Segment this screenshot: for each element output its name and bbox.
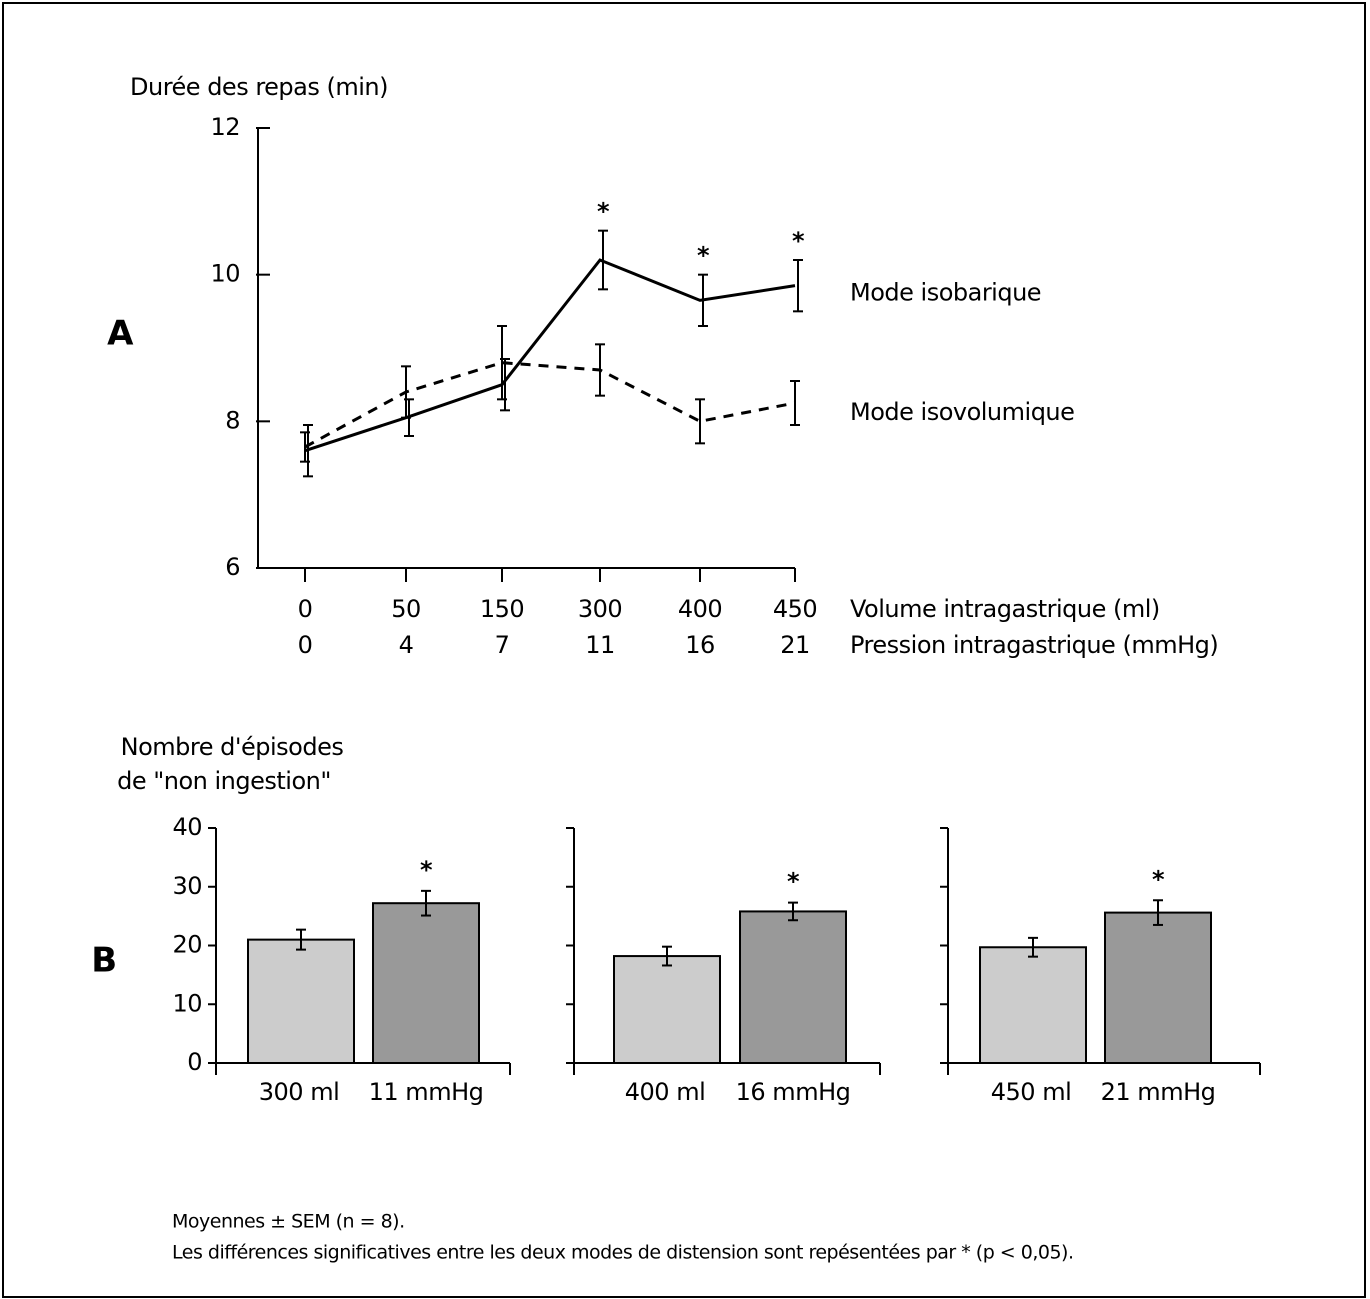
note: Moyennes ± SEM (n = 8). xyxy=(172,1211,405,1233)
bar xyxy=(372,902,480,1065)
series-line xyxy=(304,361,796,449)
bar xyxy=(247,938,355,1064)
note: Les différences significatives entre les… xyxy=(172,1242,1074,1264)
panel-label: B xyxy=(91,941,116,981)
bar xyxy=(979,946,1087,1065)
x-tick-label: 400 ml xyxy=(625,1078,705,1106)
x-tick-label: 150 xyxy=(480,595,524,623)
y-tick-label: 6 xyxy=(225,553,240,581)
x-tick-label: 16 mmHg xyxy=(736,1078,851,1106)
x-tick-label: 21 mmHg xyxy=(1101,1078,1216,1106)
y-tick-label: 30 xyxy=(172,872,202,900)
x-tick-label: 450 ml xyxy=(991,1078,1071,1106)
x-axis-title: Volume intragastrique (ml) xyxy=(850,595,1160,623)
x-tick-label-2: 0 xyxy=(298,631,313,659)
x-tick-label: 450 xyxy=(773,595,817,623)
x-tick-label-2: 7 xyxy=(495,631,510,659)
x-tick-label-2: 16 xyxy=(685,631,715,659)
x-tick-label-2: 4 xyxy=(399,631,414,659)
x-axis-title: Pression intragastrique (mmHg) xyxy=(850,631,1218,659)
y-tick-label: 12 xyxy=(210,113,240,141)
bar xyxy=(1104,911,1212,1064)
x-tick-label: 0 xyxy=(298,595,313,623)
x-tick-label: 11 mmHg xyxy=(369,1078,484,1106)
significance-marker: * xyxy=(792,227,805,255)
y-axis-title: Durée des repas (min) xyxy=(130,73,388,101)
x-tick-label: 300 xyxy=(578,595,622,623)
y-tick-label: 10 xyxy=(172,989,202,1017)
y-tick-label: 20 xyxy=(172,931,202,959)
x-tick-label: 50 xyxy=(391,595,421,623)
significance-marker: * xyxy=(597,198,610,226)
y-tick-label: 10 xyxy=(210,260,240,288)
significance-marker: * xyxy=(1152,865,1165,893)
significance-marker: * xyxy=(787,868,800,896)
series-label: Mode isovolumique xyxy=(850,398,1074,426)
series-line xyxy=(304,258,796,453)
x-tick-label-2: 11 xyxy=(585,631,615,659)
significance-marker: * xyxy=(420,856,433,884)
x-tick-label: 300 ml xyxy=(259,1078,339,1106)
x-tick-label-2: 21 xyxy=(780,631,810,659)
panel-label: A xyxy=(107,314,134,354)
bar xyxy=(613,955,721,1065)
y-tick-label: 8 xyxy=(225,406,240,434)
y-tick-label: 0 xyxy=(187,1048,202,1076)
y-axis-title: de "non ingestion" xyxy=(117,767,331,795)
bar xyxy=(739,910,847,1064)
series-label: Mode isobarique xyxy=(850,279,1041,307)
significance-marker: * xyxy=(697,242,710,270)
y-tick-label: 40 xyxy=(172,813,202,841)
y-axis-title: Nombre d'épisodes xyxy=(121,733,344,761)
x-tick-label: 400 xyxy=(678,595,722,623)
